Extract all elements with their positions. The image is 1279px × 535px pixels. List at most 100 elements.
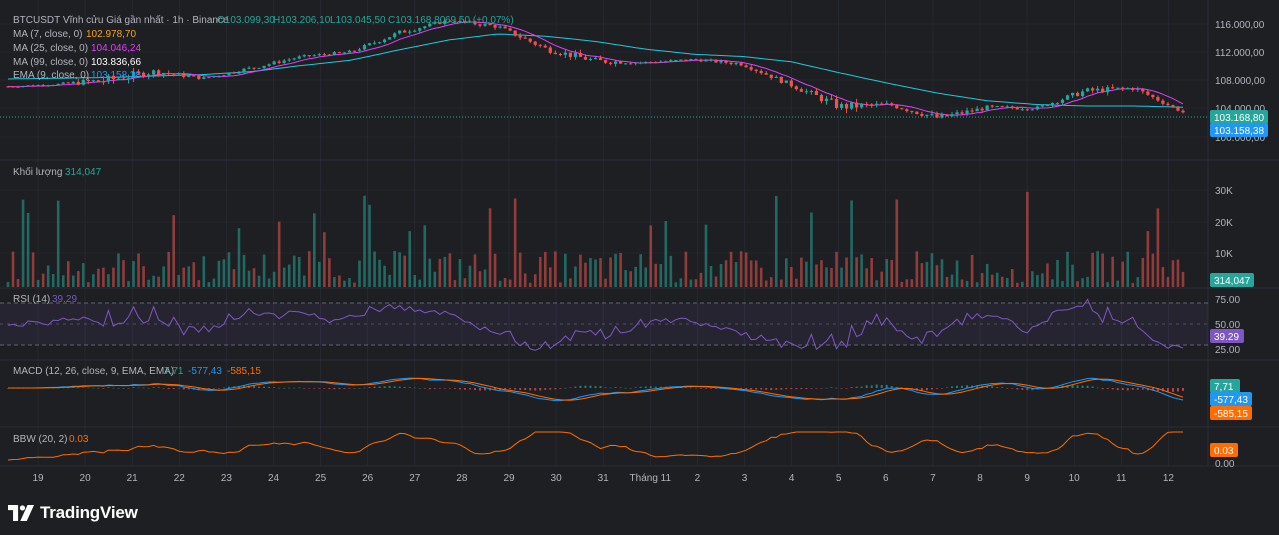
volume-bar	[66, 261, 70, 287]
volume-bar	[1031, 271, 1034, 287]
candle-body	[915, 111, 919, 114]
volume-bar	[247, 270, 251, 287]
ma7-label[interactable]: MA (7, close, 0)	[13, 29, 82, 40]
macd-histogram-bar	[559, 388, 562, 389]
volume-bar	[995, 272, 999, 287]
candle-body	[855, 102, 859, 108]
candle-body	[1085, 88, 1090, 92]
volume-bar	[910, 279, 914, 287]
candle-body	[634, 62, 638, 64]
volume-bar	[292, 255, 296, 287]
macd-histogram-bar	[830, 387, 833, 388]
rsi-label[interactable]: RSI (14)	[13, 294, 50, 305]
volume-bar	[433, 271, 437, 287]
candle-body	[332, 52, 336, 56]
volume-bar	[795, 278, 798, 287]
candle-body	[372, 42, 377, 44]
candle-body	[995, 106, 999, 108]
macd-histogram-bar	[182, 388, 185, 390]
ma99-label[interactable]: MA (99, close, 0)	[13, 57, 88, 68]
candle-body	[759, 70, 763, 74]
volume-bar	[162, 266, 165, 287]
candle-body	[709, 59, 713, 61]
candle-body	[784, 80, 788, 83]
volume-bar	[147, 279, 150, 287]
macd-histogram-bar	[945, 387, 948, 388]
volume-bar	[629, 271, 632, 287]
macd-histogram-bar	[935, 388, 938, 389]
candle-body	[679, 59, 683, 61]
candle-body	[860, 103, 864, 108]
volume-bar	[453, 280, 457, 287]
candle-body	[880, 103, 884, 105]
volume-bar	[1061, 281, 1064, 287]
ohlc-low: L103.045,50	[330, 15, 386, 26]
volume-bar	[348, 278, 351, 287]
volume-bar	[1136, 277, 1140, 287]
candle-body	[1005, 106, 1009, 108]
volume-bar	[538, 256, 542, 287]
ma25-label[interactable]: MA (25, close, 0)	[13, 43, 88, 54]
candle-body	[804, 91, 808, 93]
macd-label[interactable]: MACD (12, 26, close, 9, EMA, EMA)	[13, 366, 174, 377]
volume-bar	[56, 200, 60, 287]
volume-bar	[323, 232, 326, 287]
candle-body	[624, 63, 628, 65]
volume-bar	[599, 258, 602, 287]
price-tick: 116.000,00	[1215, 20, 1265, 31]
candle-body	[689, 59, 693, 61]
candle-body	[1010, 106, 1014, 108]
candle-body	[393, 33, 397, 38]
volume-bar	[508, 279, 512, 287]
time-tick: 7	[930, 473, 936, 484]
candle-body	[905, 109, 909, 112]
volume-bar	[779, 279, 783, 287]
candle-body	[41, 85, 45, 87]
volume-bar	[152, 275, 155, 287]
time-tick: 11	[1116, 473, 1127, 484]
macd-histogram-bar	[1131, 388, 1134, 390]
macd-histogram-bar	[1101, 388, 1104, 390]
volume-bar	[709, 266, 713, 287]
tradingview-logo[interactable]: TradingView	[8, 503, 138, 523]
candle-body	[1055, 102, 1060, 104]
candle-body	[197, 75, 201, 79]
time-tick: 2	[695, 473, 701, 484]
macd-histogram-bar	[895, 387, 898, 388]
macd-histogram-bar	[845, 388, 848, 389]
volume-bar	[769, 277, 773, 287]
volume-bar	[830, 267, 833, 287]
candle-body	[1020, 109, 1024, 111]
volume-bar	[1121, 261, 1125, 287]
volume-bar	[925, 261, 929, 287]
macd-histogram-bar	[534, 388, 537, 391]
candle-body	[227, 72, 231, 76]
macd-histogram-bar	[494, 388, 497, 391]
symbol-title[interactable]: BTCUSDT Vĩnh cửu Giá gần nhất · 1h · Bin…	[13, 14, 229, 26]
bbw-badge: 0.03	[1210, 443, 1238, 457]
candle-body	[819, 95, 824, 102]
volume-label[interactable]: Khối lượng	[13, 166, 62, 178]
volume-bar	[297, 257, 301, 287]
volume-bar	[1106, 282, 1109, 287]
candle-body	[739, 63, 743, 66]
volume-bar	[343, 280, 346, 287]
candle-body	[764, 73, 768, 75]
candle-body	[543, 45, 547, 48]
time-axis[interactable]: 19 20 21 22 23 24 25 26 27 28 29 30 31 Tháng 11 2 3 4 5 6 7…	[32, 473, 1174, 484]
macd-histogram-bar	[378, 386, 381, 388]
volume-bar	[659, 264, 663, 287]
candle-body	[1156, 97, 1160, 101]
time-tick: 19	[32, 473, 44, 484]
ema9-label[interactable]: EMA (9, close, 0)	[13, 70, 89, 81]
candle-body	[950, 114, 954, 117]
rsi-badge-text: 39.29	[1214, 332, 1239, 343]
bbw-label[interactable]: BBW (20, 2)	[13, 434, 67, 445]
volume-bar	[664, 221, 668, 287]
macd-histogram-bar	[358, 387, 361, 389]
price-axis[interactable]: 116.000,00 112.000,00 108.000,00 104.000…	[1215, 20, 1265, 144]
volume-bar	[543, 252, 547, 287]
macd-histogram-bar	[504, 388, 507, 390]
macd-histogram-bar	[293, 387, 296, 389]
